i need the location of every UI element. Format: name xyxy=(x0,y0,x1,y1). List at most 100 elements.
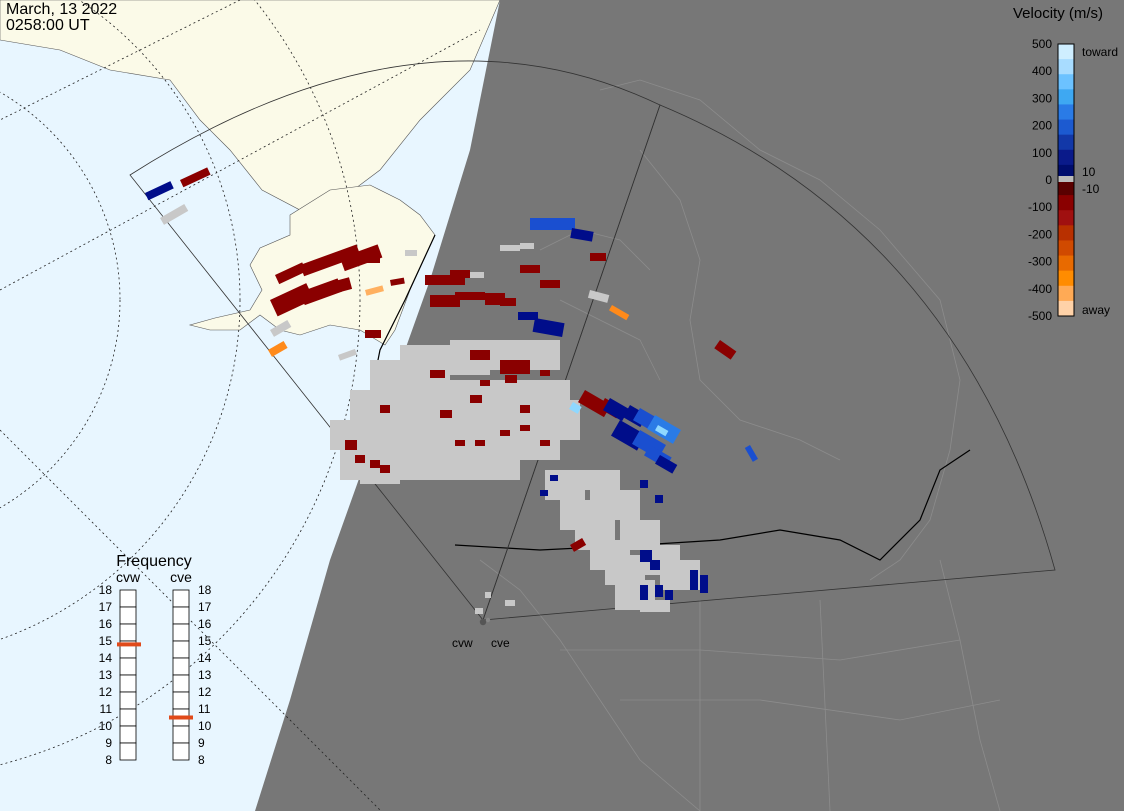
cvw-frequency-cell xyxy=(119,674,137,693)
cve-frequency-cell xyxy=(172,606,190,625)
scatter-cells xyxy=(145,167,758,614)
scatter-cell xyxy=(587,290,610,303)
scatter-cell xyxy=(640,585,648,600)
frequency-title: Frequency xyxy=(116,553,192,570)
cve-frequency-tick: 11 xyxy=(198,702,211,716)
cvw-frequency-tick: 8 xyxy=(105,753,112,767)
scatter-cell xyxy=(540,490,548,496)
cvw-frequency-cell xyxy=(119,691,137,710)
scatter-cell xyxy=(520,243,534,249)
scatter-cell xyxy=(590,490,640,520)
colorbar-annotation: toward xyxy=(1082,45,1118,59)
scatter-cell xyxy=(500,360,530,374)
scatter-cell xyxy=(180,167,211,188)
scatter-cell xyxy=(500,245,520,251)
cvw-frequency-cell xyxy=(119,606,137,625)
colorbar-segment xyxy=(1058,255,1074,272)
colorbar-segment xyxy=(1058,270,1074,287)
scatter-cell xyxy=(340,244,383,272)
cve-frequency-tick: 13 xyxy=(198,668,212,682)
cvw-frequency-tick: 16 xyxy=(99,617,113,631)
scatter-cell xyxy=(505,600,515,606)
scatter-cell xyxy=(569,402,582,414)
colorbar-segment xyxy=(1058,285,1074,302)
cve-frequency-tick: 8 xyxy=(198,753,205,767)
scatter-cell xyxy=(655,585,663,597)
cvw-frequency-cell xyxy=(119,623,137,642)
scatter-cell xyxy=(520,265,540,273)
cve-frequency-cell xyxy=(172,640,190,659)
radar-fov xyxy=(129,60,1056,621)
scatter-cell xyxy=(640,480,648,488)
scatter-cell xyxy=(540,440,550,446)
scatter-cell xyxy=(365,255,380,263)
colorbar-tick-label: 100 xyxy=(1032,146,1052,160)
scatter-cell xyxy=(550,475,558,481)
cve-frequency-cell xyxy=(172,657,190,676)
colorbar-segment xyxy=(1058,149,1074,166)
colorbar-tick-label: 500 xyxy=(1032,37,1052,51)
colorbar-tick-label: -300 xyxy=(1028,255,1052,269)
scatter-cell xyxy=(345,440,357,450)
scatter-cell xyxy=(480,380,490,386)
graticule xyxy=(0,0,481,811)
cve-frequency-cell xyxy=(172,742,190,761)
scatter-cell xyxy=(389,277,405,286)
cvw-frequency-marker xyxy=(117,642,141,647)
date-label: March, 13 2022 xyxy=(6,1,118,18)
scatter-cell xyxy=(603,398,630,422)
cve-frequency-tick: 18 xyxy=(198,583,212,597)
scatter-cell xyxy=(500,430,510,436)
scatter-cell xyxy=(430,370,445,378)
scatter-cell xyxy=(380,465,390,473)
scatter-cell xyxy=(300,244,361,277)
cvw-frequency-tick: 14 xyxy=(99,651,113,665)
colorbar-tick-label: -100 xyxy=(1028,200,1052,214)
scatter-cell xyxy=(609,304,630,321)
cvw-frequency-cell xyxy=(119,742,137,761)
scatter-cell xyxy=(690,570,698,590)
colorbar-segment xyxy=(1058,225,1074,241)
colorbar-segment xyxy=(1058,104,1074,121)
colorbar-tick-label: 300 xyxy=(1032,91,1052,105)
scatter-cell xyxy=(505,375,517,383)
cve-radar-label: cve xyxy=(170,569,192,585)
scatter-cell xyxy=(475,608,483,614)
coastlines xyxy=(479,79,1001,811)
scatter-cell xyxy=(268,341,288,357)
scatter-cell xyxy=(338,348,357,361)
scatter-cell xyxy=(640,600,670,612)
colorbar-segment xyxy=(1058,240,1074,257)
cve-frequency-cell xyxy=(172,589,190,608)
cve-frequency-tick: 17 xyxy=(198,600,212,614)
colorbar-zero-band xyxy=(1058,176,1074,182)
colorbar-segment xyxy=(1058,44,1074,60)
velocity-colorbar: 500 400 300 200 100 0 -100 -200 -300 -400 -500 towa… xyxy=(1028,37,1118,323)
colorbar-tick-label: -400 xyxy=(1028,282,1052,296)
scatter-cell xyxy=(450,270,470,278)
scatter-cell xyxy=(655,424,669,437)
cvw-frequency-tick: 12 xyxy=(99,685,113,699)
scatter-cell xyxy=(560,470,620,490)
colorbar-annotation: away xyxy=(1082,303,1110,317)
radar-site-markers: cvw cve xyxy=(452,617,510,650)
colorbar-annotation: -10 xyxy=(1082,182,1100,196)
cvw-frequency-cell xyxy=(119,657,137,676)
cve-frequency-marker xyxy=(169,715,193,720)
colorbar-segment xyxy=(1058,300,1074,317)
scatter-cell xyxy=(405,250,417,256)
cve-frequency-cell xyxy=(172,623,190,642)
scatter-cell xyxy=(270,320,292,337)
scatter-cell xyxy=(590,253,606,261)
frequency-panel: Frequency cvw cve 18 18 17 17 16 16 15 15 14 14 13… xyxy=(99,553,212,767)
scatter-cell xyxy=(470,350,490,360)
scatter-cell xyxy=(640,550,652,562)
colorbar-tick-label: 400 xyxy=(1032,64,1052,78)
colorbar-title: Velocity (m/s) xyxy=(1013,5,1104,22)
scatter-cell xyxy=(470,395,482,403)
scatter-cell xyxy=(365,330,381,338)
cve-frequency-tick: 9 xyxy=(198,736,205,750)
scatter-cell xyxy=(475,440,485,446)
colorbar-segment xyxy=(1058,89,1074,105)
scatter-cell xyxy=(540,370,550,376)
